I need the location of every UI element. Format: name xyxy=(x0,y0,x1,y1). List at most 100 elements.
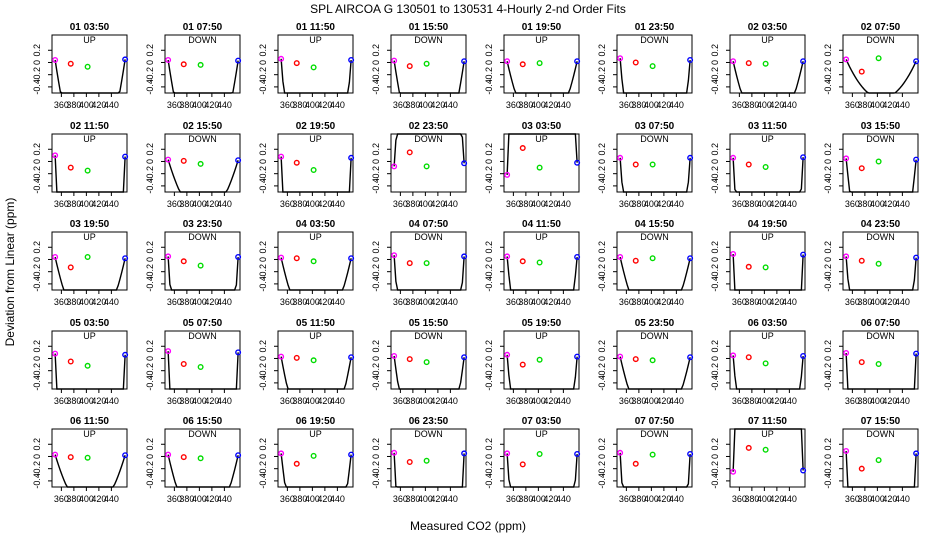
data-point xyxy=(632,59,639,66)
data-point xyxy=(293,354,300,361)
x-tick-label: 360 xyxy=(167,396,182,406)
y-tick-label: -0.4 xyxy=(258,375,268,391)
y-tick-label: -0.2 xyxy=(258,67,268,83)
data-point xyxy=(406,149,413,156)
x-tick-label: 360 xyxy=(506,199,521,209)
x-tick-label: 440 xyxy=(443,100,458,110)
y-tick-label: -0.2 xyxy=(484,166,494,182)
panel-title: 04 03:50 xyxy=(296,219,336,230)
x-tick-label: 380 xyxy=(179,199,194,209)
panel-mode-label: UP xyxy=(309,232,322,242)
x-tick-label: 440 xyxy=(782,494,797,504)
x-tick-label: 400 xyxy=(418,494,433,504)
data-point xyxy=(67,164,74,171)
data-point xyxy=(391,449,398,456)
data-point xyxy=(762,360,769,367)
panel-mode-label: DOWN xyxy=(188,134,217,144)
data-point xyxy=(875,360,882,367)
panel-title: 03 07:50 xyxy=(635,121,675,132)
fit-curve xyxy=(732,253,804,291)
y-tick-label: -0.4 xyxy=(597,375,607,391)
fit-curve xyxy=(506,61,578,94)
y-tick-label: 0.2 xyxy=(823,241,833,254)
data-point xyxy=(730,58,737,65)
panel-title: 02 11:50 xyxy=(70,121,109,132)
data-point xyxy=(574,58,581,65)
data-point xyxy=(536,164,543,171)
x-tick-label: 400 xyxy=(418,199,433,209)
y-tick-label: 0 xyxy=(258,159,268,164)
x-tick-label: 440 xyxy=(895,199,910,209)
panel-mode-label: DOWN xyxy=(188,331,217,341)
panel-mode-label: DOWN xyxy=(640,331,669,341)
x-tick-label: 420 xyxy=(769,199,784,209)
y-tick-label: 0 xyxy=(710,60,720,65)
x-tick-label: 400 xyxy=(644,199,659,209)
fit-curve xyxy=(393,452,465,488)
panel-title: 03 19:50 xyxy=(70,219,110,230)
panel-mode-label: UP xyxy=(761,232,774,242)
y-tick-label: -0.2 xyxy=(710,461,720,477)
y-tick-label: 0 xyxy=(145,60,155,65)
y-tick-label: -0.2 xyxy=(710,67,720,83)
y-tick-label: -0.2 xyxy=(258,264,268,280)
fit-curve xyxy=(619,256,691,291)
panel-mode-label: DOWN xyxy=(188,232,217,242)
x-tick-label: 360 xyxy=(845,396,860,406)
y-tick-label: -0.2 xyxy=(823,363,833,379)
data-point xyxy=(858,257,865,264)
x-tick-label: 440 xyxy=(217,494,232,504)
y-tick-label: 0 xyxy=(823,356,833,361)
x-tick-label: 440 xyxy=(782,100,797,110)
data-point xyxy=(843,253,850,260)
y-tick-label: -0.2 xyxy=(371,461,381,477)
y-tick-label: 0 xyxy=(597,159,607,164)
fit-curve xyxy=(845,352,917,390)
panel-mode-label: DOWN xyxy=(640,35,669,45)
y-tick-label: 0.2 xyxy=(371,340,381,353)
data-point xyxy=(122,153,129,160)
y-tick-label: -0.2 xyxy=(145,166,155,182)
data-point xyxy=(913,450,920,457)
data-point xyxy=(519,258,526,265)
x-tick-label: 440 xyxy=(669,297,684,307)
x-tick-label: 420 xyxy=(430,199,445,209)
panel-title: 04 23:50 xyxy=(861,219,901,230)
data-point xyxy=(461,253,468,260)
data-point xyxy=(197,455,204,462)
x-tick-label: 440 xyxy=(104,297,119,307)
x-tick-label: 420 xyxy=(91,100,106,110)
panel-title: 01 07:50 xyxy=(183,22,223,33)
data-point xyxy=(406,63,413,70)
fit-curve xyxy=(167,159,239,193)
fit-curve xyxy=(845,256,917,291)
y-tick-label: -0.4 xyxy=(597,473,607,489)
y-tick-label: -0.4 xyxy=(484,375,494,391)
x-tick-label: 400 xyxy=(644,494,659,504)
y-tick-label: 0 xyxy=(484,257,494,262)
y-tick-label: -0.4 xyxy=(597,178,607,194)
y-tick-label: 0.2 xyxy=(710,143,720,156)
panel-title: 06 15:50 xyxy=(183,416,223,427)
data-point xyxy=(461,354,468,361)
data-point xyxy=(122,351,129,358)
x-tick-label: 360 xyxy=(619,297,634,307)
y-tick-label: 0.2 xyxy=(32,44,42,57)
y-tick-label: 0 xyxy=(484,60,494,65)
panel-mode-label: UP xyxy=(535,35,548,45)
x-tick-label: 420 xyxy=(656,494,671,504)
x-tick-label: 380 xyxy=(857,396,872,406)
data-point xyxy=(762,60,769,67)
x-tick-label: 360 xyxy=(506,297,521,307)
x-tick-label: 380 xyxy=(744,199,759,209)
x-tick-label: 440 xyxy=(330,494,345,504)
x-tick-label: 380 xyxy=(518,297,533,307)
x-tick-label: 360 xyxy=(167,297,182,307)
data-point xyxy=(310,167,317,174)
